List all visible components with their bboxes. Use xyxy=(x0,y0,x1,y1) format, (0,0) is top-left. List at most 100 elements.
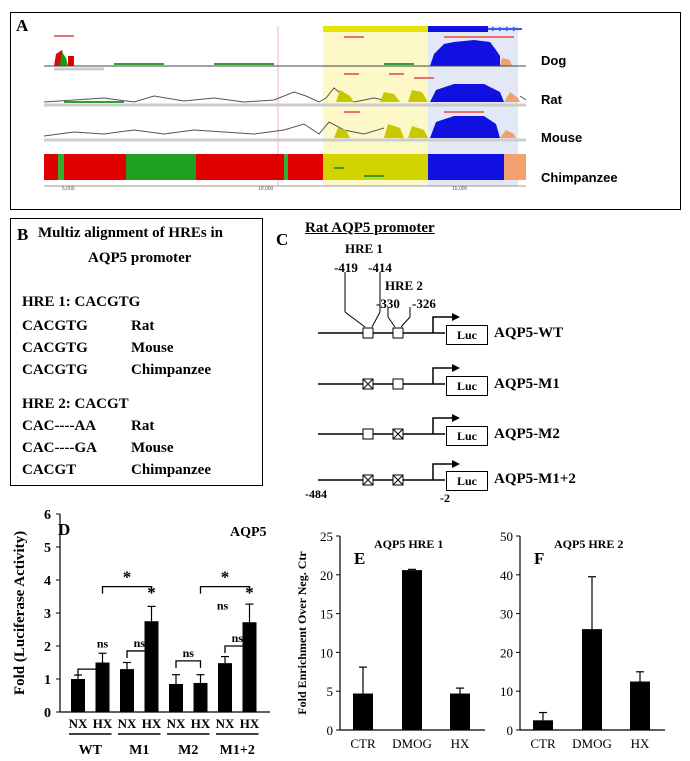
bar xyxy=(120,669,134,712)
bar xyxy=(402,570,422,730)
promoter-start-position: -484 xyxy=(305,487,327,501)
y-tick-label: 1 xyxy=(44,673,51,688)
bar xyxy=(144,621,159,712)
x-tick-label: HX xyxy=(142,716,162,731)
x-tick-label: CTR xyxy=(530,736,556,751)
y-tick-label: 15 xyxy=(320,607,333,622)
hre2-label: HRE 2 xyxy=(385,278,423,293)
chart-title: AQP5 HRE 2 xyxy=(554,537,623,551)
construct-label-wt: AQP5-WT xyxy=(494,325,564,341)
x-tick-label: DMOG xyxy=(572,736,612,751)
axis-tick-15000: 15,000 xyxy=(452,186,468,192)
hre1-row-seq: CACGTG xyxy=(22,340,88,356)
bar xyxy=(71,679,85,712)
bar xyxy=(630,681,650,730)
bar xyxy=(450,693,470,730)
luc-box-m1: Luc xyxy=(446,376,488,396)
x-tick-label: HX xyxy=(631,736,650,751)
construct-label-m1-2: AQP5-M1+2 xyxy=(494,471,576,487)
bar xyxy=(169,683,183,712)
y-tick-label: 6 xyxy=(44,508,51,523)
conservation-track-plot xyxy=(44,26,526,187)
bracket-m12-star xyxy=(199,585,251,594)
species-label-rat: Rat xyxy=(541,92,562,107)
x-tick-label: HX xyxy=(451,736,470,751)
hre1-label: HRE 1 xyxy=(345,241,383,256)
panel-letter: F xyxy=(534,549,544,568)
hre1-row-species: Mouse xyxy=(131,340,174,356)
rat-track xyxy=(44,73,526,107)
group-label: WT xyxy=(79,743,103,758)
panel-a-letter: A xyxy=(16,16,29,35)
y-tick-label: 3 xyxy=(44,607,51,622)
hre2-row-species: Mouse xyxy=(131,440,174,456)
construct-m1 xyxy=(318,364,460,390)
y-tick-label: 10 xyxy=(500,684,513,699)
panel-b-letter: B xyxy=(17,225,29,244)
group-label: M1 xyxy=(129,743,149,758)
x-tick-label: HX xyxy=(240,716,260,731)
bracket-m1-star-label: * xyxy=(123,568,132,587)
hre1-header: HRE 1: CACGTG xyxy=(22,294,141,310)
annotation-ns: ns xyxy=(97,637,109,651)
axis-tick-10000: 10,000 xyxy=(258,186,274,192)
y-tick-label: 20 xyxy=(500,645,513,660)
y-axis-label: Fold Enrichment Over Neg. Ctr xyxy=(295,551,309,715)
bar xyxy=(95,662,110,712)
y-tick-label: 40 xyxy=(500,568,513,583)
construct-label-m2: AQP5-M2 xyxy=(494,426,560,442)
hre2-row-seq: CAC----GA xyxy=(22,440,97,456)
panel-c-letter: C xyxy=(276,230,289,249)
x-tick-label: NX xyxy=(118,716,137,731)
bracket-m2-ns xyxy=(175,660,202,668)
x-tick-label: NX xyxy=(69,716,88,731)
bar xyxy=(193,682,208,712)
luc-box-m2: Luc xyxy=(446,426,488,446)
hre1-position-b: -414 xyxy=(368,260,392,275)
panel-b-frame xyxy=(10,218,263,486)
construct-wt xyxy=(318,313,460,339)
y-tick-label: 30 xyxy=(500,607,513,622)
annotation-ns: ns xyxy=(217,599,229,613)
x-tick-label: HX xyxy=(191,716,211,731)
construct-m2 xyxy=(318,414,460,440)
promoter-constructs-diagram xyxy=(318,272,460,486)
hre2-position-b: -326 xyxy=(412,296,436,311)
bar xyxy=(242,622,257,712)
bracket-m12-ns xyxy=(224,645,251,653)
y-tick-label: 50 xyxy=(500,529,513,544)
hre1-row-species: Chimpanzee xyxy=(131,362,211,378)
hre2-row-species: Rat xyxy=(131,418,155,434)
panel-d-letter: D xyxy=(58,520,71,539)
chart-f-hre2-chip: 0 10 20 30 40 50 F AQP5 HRE 2 CTR DMOG HX xyxy=(500,529,665,751)
panel-letter: E xyxy=(354,549,365,568)
panel-b-title-line1: Multiz alignment of HREs in xyxy=(38,225,224,241)
y-tick-label: 5 xyxy=(327,684,334,699)
panel-c-title: Rat AQP5 promoter xyxy=(305,220,435,236)
bracket-m12-ns-label: ns xyxy=(232,631,244,645)
chart-e-hre1-chip: 0 5 10 15 20 25 Fold Enrichment Over Neg. Ctr E… xyxy=(295,529,485,751)
hre1-row-species: Rat xyxy=(131,318,155,334)
x-tick-label: DMOG xyxy=(392,736,432,751)
construct-label-m1: AQP5-M1 xyxy=(494,376,560,392)
hre2-row-seq: CACGT xyxy=(22,462,77,478)
hre1-row-seq: CACGTG xyxy=(22,318,88,334)
luc-box-wt: Luc xyxy=(446,325,488,345)
y-tick-label: 5 xyxy=(44,541,51,556)
chart-title: AQP5 xyxy=(230,525,267,540)
chart-d-luciferase: 0 1 2 3 4 5 6 Fold (Luciferase Activity) AQP5 NX H… xyxy=(12,508,270,758)
bracket-m1-ns xyxy=(126,650,153,658)
bar xyxy=(218,663,232,712)
y-tick-label: 25 xyxy=(320,529,333,544)
hre2-row-seq: CAC----AA xyxy=(22,418,97,434)
y-tick-label: 10 xyxy=(320,645,333,660)
chimpanzee-track xyxy=(44,154,526,187)
hre2-position-a: -330 xyxy=(376,296,400,311)
species-label-dog: Dog xyxy=(541,53,567,68)
group-label: M2 xyxy=(178,743,198,758)
bar xyxy=(353,693,373,730)
y-tick-label: 20 xyxy=(320,568,333,583)
species-label-mouse: Mouse xyxy=(541,130,583,145)
bracket-m12-star-label: * xyxy=(221,568,230,587)
hre1-row-seq: CACGTG xyxy=(22,362,88,378)
